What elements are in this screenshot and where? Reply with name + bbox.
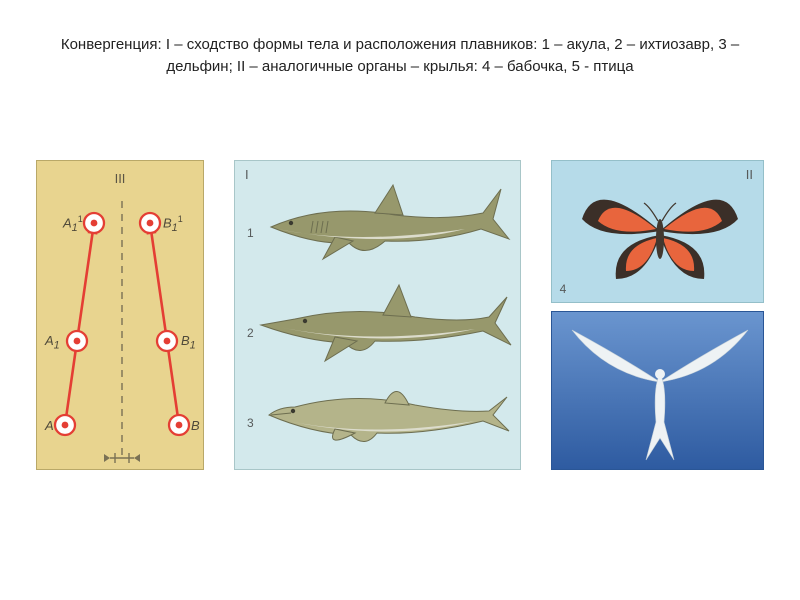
panel-i: I 123 [234, 160, 521, 470]
svg-text:2: 2 [247, 326, 254, 340]
label-a1: A1 [45, 333, 60, 352]
label-b: B [191, 418, 200, 433]
label-a: A [45, 418, 54, 433]
label-a1-sup: A11 [63, 214, 83, 234]
panel-iii: III A11 B11 A1 B1 A B [36, 160, 204, 470]
panel-iii-diagram [37, 161, 207, 471]
svg-text:1: 1 [247, 226, 254, 240]
panel-i-animals: 1 2 3 [235, 161, 525, 471]
label-b1: B1 [181, 333, 196, 352]
panels-row: III A11 B11 A1 B1 A B I 123 [36, 160, 764, 470]
butterfly-illustration [552, 161, 768, 309]
figure-caption: Конвергенция: I – сходство формы тела и … [50, 34, 750, 78]
panel-ii-top: II 4 [551, 160, 764, 303]
label-b1-sup: B11 [163, 214, 183, 234]
svg-text:3: 3 [247, 416, 254, 430]
panel-ii-bottom: 5 [551, 311, 764, 470]
panel-ii: II 4 5 [551, 160, 764, 470]
bird-illustration [552, 312, 764, 470]
